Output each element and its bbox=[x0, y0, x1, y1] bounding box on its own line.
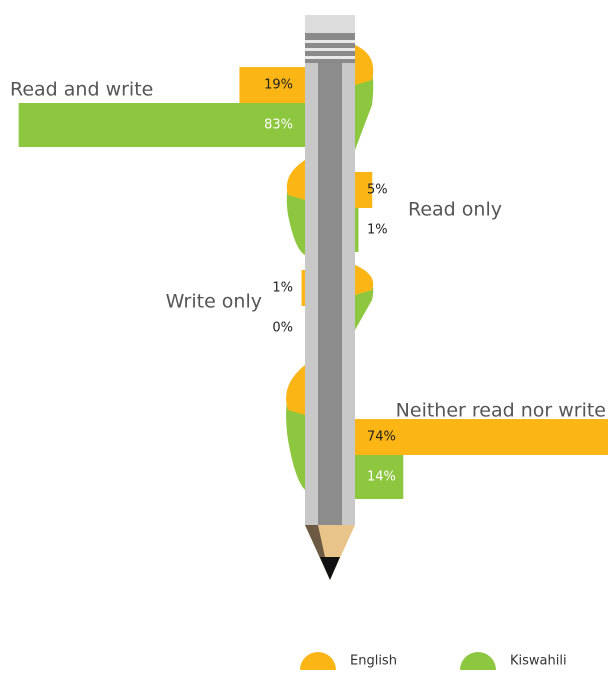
bar bbox=[18, 103, 306, 147]
coils bbox=[286, 45, 374, 490]
value-label: 0% bbox=[272, 321, 293, 336]
legend-swatch bbox=[300, 652, 336, 670]
category-label: Read only bbox=[408, 199, 502, 221]
coil bbox=[355, 45, 374, 85]
value-label: 5% bbox=[367, 183, 388, 198]
ferrule-stripe bbox=[305, 56, 355, 59]
coil bbox=[286, 160, 305, 200]
coil bbox=[286, 365, 305, 415]
bar bbox=[355, 172, 373, 208]
legend-swatch bbox=[460, 652, 496, 670]
value-label: 74% bbox=[367, 430, 396, 445]
pencil bbox=[305, 15, 355, 580]
value-label: 1% bbox=[272, 281, 293, 296]
bar bbox=[355, 455, 404, 499]
pencil-wood-shade bbox=[305, 525, 330, 580]
category-label: Write only bbox=[166, 291, 262, 313]
ferrule-stripe bbox=[305, 48, 355, 51]
category-label: Neither read nor write bbox=[396, 400, 606, 422]
ferrule-stripe bbox=[305, 40, 355, 43]
legend-label: Kiswahili bbox=[510, 654, 567, 669]
value-label: 83% bbox=[264, 118, 293, 133]
value-label: 14% bbox=[367, 470, 396, 485]
eraser bbox=[305, 15, 355, 33]
legend-label: English bbox=[350, 654, 397, 669]
coil bbox=[355, 265, 374, 295]
category-label: Read and write bbox=[10, 79, 153, 101]
bar bbox=[355, 419, 608, 455]
value-label: 1% bbox=[367, 223, 388, 238]
bar bbox=[355, 208, 359, 252]
value-label: 19% bbox=[264, 78, 293, 93]
pencil-stripe bbox=[318, 63, 342, 525]
bar bbox=[239, 67, 305, 103]
pencil-lead bbox=[320, 557, 340, 580]
bar bbox=[301, 270, 305, 306]
